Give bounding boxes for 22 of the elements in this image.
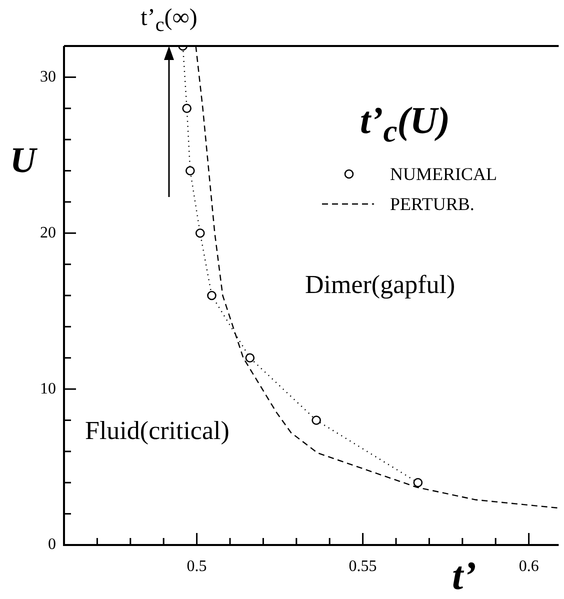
- y-tick-label: 30: [40, 68, 56, 86]
- point: [312, 416, 321, 425]
- annotation: Dimer(gapful): [305, 270, 456, 299]
- point: [245, 353, 255, 363]
- text: t’$_{c}$(U): [360, 100, 450, 149]
- point: [182, 104, 192, 114]
- y-tick-label: 10: [40, 380, 56, 398]
- x-tick-label: 0.6: [518, 558, 539, 575]
- y-tick-label: 20: [40, 224, 56, 242]
- y-axis-title: U: [10, 140, 36, 180]
- annotation: Fluid(critical): [85, 416, 230, 445]
- legend-label: NUMERICAL: [390, 164, 497, 184]
- point: [207, 290, 216, 300]
- legend-label: PERTURB.: [390, 194, 474, 214]
- y-tick-label: 0: [48, 536, 56, 554]
- text: t’$_{c}$(∞): [140, 5, 198, 36]
- x-tick-label: 0.55: [348, 558, 377, 575]
- point: [413, 478, 423, 488]
- point: [186, 166, 195, 176]
- x-axis-title: t’: [452, 553, 476, 598]
- point: [195, 228, 205, 238]
- x-tick-label: 0.5: [186, 558, 207, 575]
